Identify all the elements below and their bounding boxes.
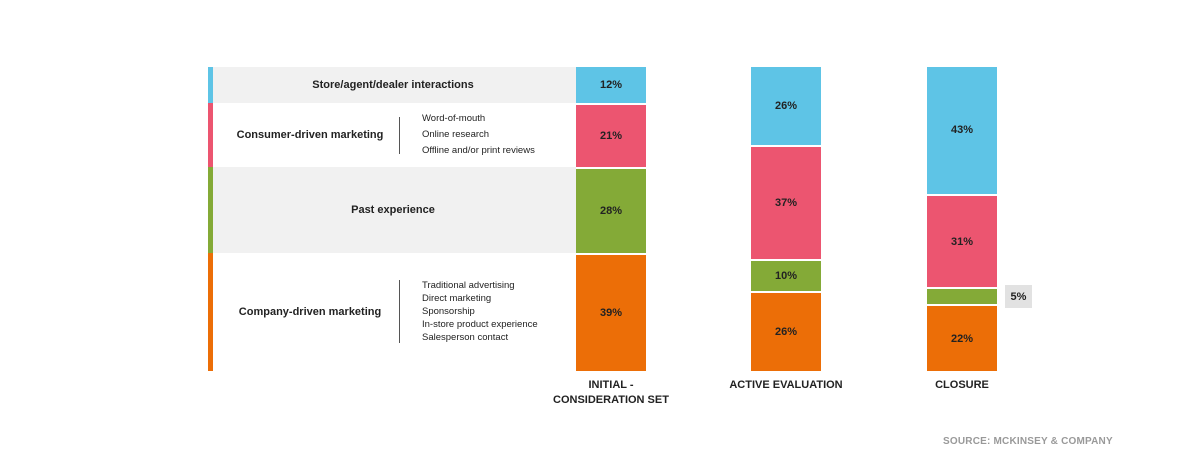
bar-segment: 10%: [751, 260, 821, 291]
bar-segment: 43%: [927, 67, 997, 194]
legend-row: Store/agent/dealer interactions: [208, 67, 576, 103]
legend-row: Company-driven marketing Traditional adve…: [208, 252, 576, 371]
bar-segment: 22%: [927, 306, 997, 371]
bar-segment: 26%: [751, 292, 821, 371]
legend-subitems: Word-of-mouth Online research Offline and/…: [422, 111, 535, 159]
legend-divider: [399, 280, 400, 344]
legend-row-label: Consumer-driven marketing: [236, 129, 384, 142]
bar-segment: 21%: [576, 104, 646, 168]
x-label-initial-line1: INITIAL -: [588, 379, 634, 391]
bar-segment: 31%: [927, 195, 997, 288]
legend-subitems: Traditional advertising Direct marketing S…: [422, 279, 538, 344]
bar-segment: 37%: [751, 147, 821, 259]
legend-row-label: Store/agent/dealer interactions: [312, 78, 474, 91]
legend-color-stripe: [208, 67, 213, 103]
x-label-active-evaluation: ACTIVE EVALUATION: [729, 379, 843, 391]
data-label-callout: 5%: [1005, 285, 1032, 309]
legend-row-background: [213, 67, 576, 103]
legend-subitem: Traditional advertising: [422, 280, 515, 292]
x-label-closure: CLOSURE: [935, 379, 989, 391]
legend-subitem: Online research: [422, 129, 490, 141]
bar-segment: 39%: [576, 254, 646, 371]
bar-segment: 26%: [751, 67, 821, 146]
legend-row-label: Company-driven marketing: [238, 305, 382, 318]
bar-segment: 12%: [576, 67, 646, 103]
legend-subitem: Sponsorship: [422, 306, 475, 318]
legend-row: Consumer-driven marketing Word-of-mouth On…: [208, 102, 576, 168]
legend-row-label: Past experience: [351, 204, 435, 217]
legend-subitem: Word-of-mouth: [422, 113, 486, 125]
source-note: SOURCE: MCKINSEY & COMPANY: [943, 436, 1113, 447]
legend-color-stripe: [208, 252, 213, 371]
legend-subitem: Salesperson contact: [422, 332, 509, 344]
legend-divider: [399, 116, 400, 154]
legend-row: Past experience: [208, 167, 576, 253]
legend-color-stripe: [208, 167, 213, 253]
x-label-initial: INITIAL - CONSIDERATION SET: [531, 378, 691, 408]
legend-color-stripe: [208, 102, 213, 168]
legend-subitem: Direct marketing: [422, 293, 492, 305]
bar-segment: [927, 289, 997, 305]
legend-subitem: Offline and/or print reviews: [422, 145, 535, 157]
legend-subitem: In-store product experience: [422, 319, 538, 331]
legend-row-background: [213, 167, 576, 253]
x-label-initial-line2: CONSIDERATION SET: [553, 394, 669, 406]
bar-segment: 28%: [576, 169, 646, 253]
